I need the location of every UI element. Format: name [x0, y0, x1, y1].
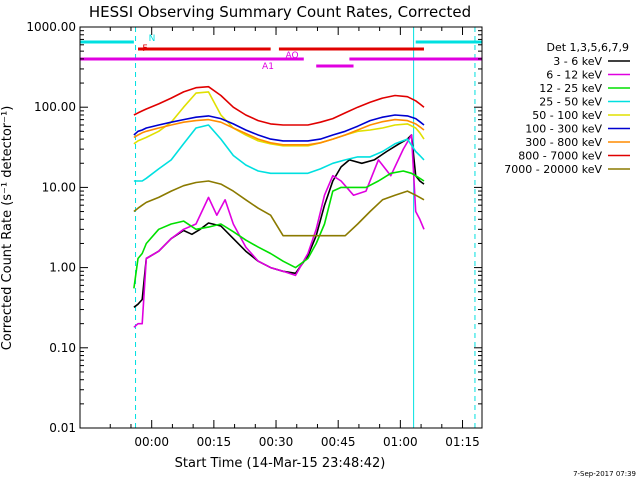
- y-tick-label: 1.00: [49, 261, 76, 275]
- series-line-2: [133, 170, 425, 289]
- legend-label-3: 25 - 50 keV: [539, 96, 602, 109]
- series-line-5: [133, 114, 425, 142]
- x-tick-label: 00:00: [134, 435, 169, 449]
- series-line-0: [133, 134, 425, 308]
- series-line-3: [133, 124, 425, 182]
- flag-label-f: F: [142, 44, 147, 54]
- series-line-8: [133, 180, 425, 237]
- series-line-6: [133, 118, 425, 146]
- x-tick-label: 00:15: [197, 435, 232, 449]
- timestamp-footer: 7-Sep-2017 07:39: [573, 470, 636, 478]
- chart-title: HESSI Observing Summary Count Rates, Cor…: [89, 3, 471, 21]
- legend-label-0: 3 - 6 keV: [553, 55, 602, 68]
- axes: 1000.00 100.00 10.00 1.00 0.10 0.01 00:00 00:15…: [26, 20, 483, 449]
- x-tick-label: 01:15: [445, 435, 480, 449]
- series-line-1: [133, 134, 425, 328]
- y-tick-label: 100.00: [34, 100, 76, 114]
- x-tick-label: 01:00: [383, 435, 418, 449]
- x-axis-label: Start Time (14-Mar-15 23:48:42): [175, 456, 386, 471]
- legend-label-1: 6 - 12 keV: [546, 69, 602, 82]
- legend-label-7: 800 - 7000 keV: [518, 150, 602, 163]
- y-tick-label: 10.00: [42, 180, 76, 194]
- legend-label-2: 12 - 25 keV: [539, 82, 602, 95]
- y-tick-label: 1000.00: [26, 20, 76, 34]
- y-tick-label: 0.10: [49, 341, 76, 355]
- y-axis-label: Corrected Count Rate (s⁻¹ detector⁻¹): [0, 106, 15, 351]
- y-tick-label: 0.01: [49, 421, 76, 435]
- plot-area: NF AO A1: [79, 27, 482, 428]
- x-tick-label: 00:30: [259, 435, 294, 449]
- flag-label-a1: A1: [262, 62, 274, 72]
- legend-label-8: 7000 - 20000 keV: [504, 163, 602, 176]
- legend-label-6: 300 - 800 keV: [525, 136, 602, 149]
- series-line-4: [133, 91, 425, 147]
- flag-label-n: N: [149, 34, 156, 44]
- plot-frame: [79, 26, 483, 429]
- series-line-7: [133, 85, 425, 126]
- x-tick-label: 00:45: [321, 435, 356, 449]
- flag-label-ao: AO: [285, 51, 298, 61]
- legend-label-4: 50 - 100 keV: [532, 109, 602, 122]
- legend-title: Det 1,3,5,6,7,9: [546, 41, 629, 54]
- legend-label-5: 100 - 300 keV: [525, 123, 602, 136]
